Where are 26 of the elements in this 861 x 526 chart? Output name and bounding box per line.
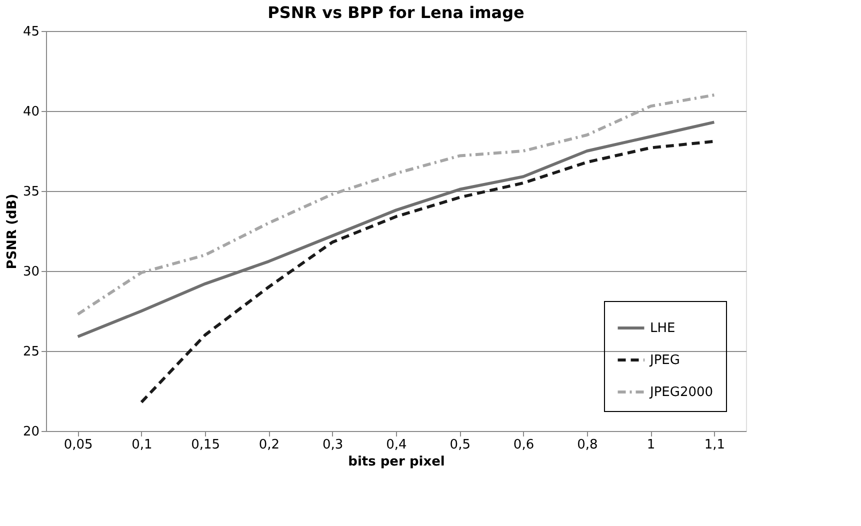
x-tick-label: 0,05	[64, 438, 93, 452]
legend-label: LHE	[650, 321, 676, 336]
y-tick-label: 25	[22, 344, 40, 360]
x-tick-label: 0,8	[577, 438, 598, 452]
line-series	[76, 120, 716, 338]
y-axis-title: PSNR (dB)	[4, 194, 20, 270]
y-tick-label: 45	[22, 24, 40, 40]
x-tick-label: 0,4	[386, 438, 407, 452]
x-tick-label: 0,3	[322, 438, 344, 452]
line-series	[76, 94, 716, 316]
x-tick-label: 0,2	[258, 438, 280, 452]
y-tick-label: 35	[22, 184, 40, 200]
x-tick-label: 0,5	[450, 438, 470, 452]
x-axis-title: bits per pixel	[348, 454, 445, 470]
legend-label: JPEG2000	[649, 385, 714, 400]
x-tick-label: 1,1	[704, 438, 726, 452]
y-tick-label: 30	[22, 264, 40, 280]
chart-title: PSNR vs BPP for Lena image	[268, 3, 525, 22]
line-series	[140, 140, 716, 404]
x-tick-label: 0,6	[513, 438, 534, 452]
x-tick-label: 1	[646, 438, 656, 452]
x-tick-label: 0,15	[191, 438, 220, 452]
y-tick-label: 40	[22, 104, 40, 120]
y-tick-label: 20	[22, 424, 40, 440]
legend-label: JPEG	[649, 353, 680, 368]
x-tick-label: 0,1	[132, 438, 152, 452]
